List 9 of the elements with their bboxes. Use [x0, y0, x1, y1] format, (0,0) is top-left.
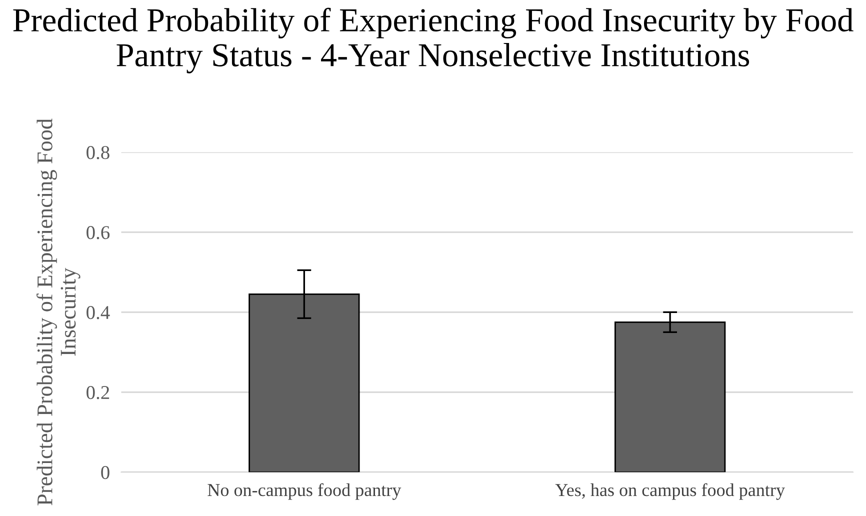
y-axis-title: Predicted Probability of Experiencing Food Insecurity: [36, 118, 80, 506]
y-tick-label: 0.8: [86, 146, 110, 160]
y-tick-label: 0.2: [86, 386, 110, 400]
y-tick-label: 0.4: [86, 306, 110, 320]
x-tick-label: Yes, has on campus food pantry: [555, 483, 785, 500]
y-tick-label: 0: [101, 466, 110, 480]
x-tick-label: No on-campus food pantry: [208, 483, 402, 500]
y-tick-label: 0.6: [86, 226, 110, 240]
chart-title: Predicted Probability of Experiencing Food Insecurity by Food Pantry Status - 4-Year Nonselective Institutions: [13, 8, 854, 74]
